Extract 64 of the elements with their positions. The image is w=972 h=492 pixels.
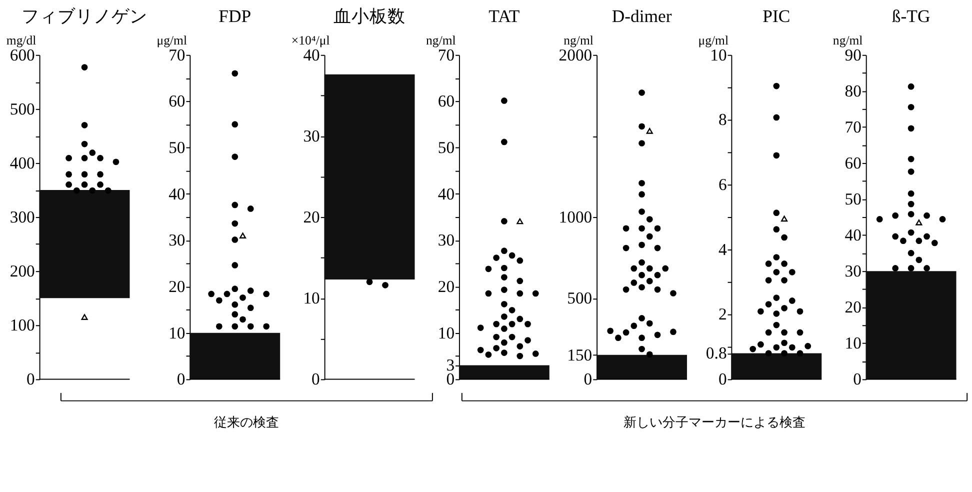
y-tick-label: 70 (844, 117, 862, 136)
y-tick-label: 10 (844, 334, 862, 353)
y-tick-label: 60 (438, 92, 455, 111)
y-tick-label: 30 (844, 261, 862, 280)
x-tick-label: ß-TG (892, 6, 930, 26)
y-tick-label: 10 (168, 323, 186, 342)
y-tick-label: 40 (168, 184, 186, 204)
y-tick-label: 20 (303, 207, 320, 226)
y-tick-label: 0.8 (706, 344, 727, 363)
y-tick-label: 20 (168, 276, 186, 296)
y-tick-label: 6 (718, 175, 727, 194)
y-axis-title: ×10⁴/μl (291, 34, 330, 48)
x-tick-label: TAT (488, 6, 520, 26)
y-tick-label: 0 (176, 370, 186, 389)
y-tick-label: 40 (303, 45, 320, 64)
y-tick-label: 30 (303, 126, 320, 146)
y-tick-label: 0 (584, 370, 592, 389)
y-tick-label: 150 (567, 345, 592, 364)
y-axis-title: ng/ml (564, 34, 594, 48)
y-tick-label: 1000 (558, 207, 592, 226)
y-tick-label: 60 (168, 92, 186, 111)
y-tick-label: 50 (168, 138, 186, 157)
y-tick-label: 8 (718, 110, 727, 130)
y-tick-label: 4 (718, 240, 728, 259)
y-tick-label: 30 (438, 230, 455, 250)
y-tick-label: 100 (10, 316, 35, 335)
y-tick-label: 200 (10, 261, 35, 280)
y-tick-label: 300 (10, 207, 35, 226)
text: 従来の検査 (214, 415, 280, 430)
y-tick-label: 0 (853, 370, 862, 389)
x-tick-label: D-dimer (612, 6, 672, 26)
y-tick-label: 0 (446, 370, 455, 389)
y-tick-label: 90 (844, 45, 862, 64)
y-tick-label: 80 (844, 81, 862, 100)
y-tick-label: 60 (844, 153, 862, 172)
y-tick-label: 50 (438, 138, 455, 157)
x-tick-label: 血小板数 (334, 6, 406, 26)
y-tick-label: 0 (312, 370, 320, 389)
x-tick-label: PIC (762, 6, 790, 26)
y-tick-label: 40 (438, 184, 455, 204)
y-axis-title: ng/ml (426, 34, 456, 48)
y-tick-label: 500 (567, 288, 592, 308)
y-tick-label: 70 (438, 45, 455, 64)
y-tick-label: 50 (844, 189, 862, 208)
y-tick-label: 2 (718, 304, 727, 324)
y-axis-title: mg/dl (6, 34, 37, 48)
text: 新しい分子マーカーによる検査 (624, 415, 806, 430)
y-axis-title: ng/ml (832, 34, 864, 48)
y-tick-label: 70 (168, 45, 186, 64)
y-tick-label: 10 (438, 323, 455, 342)
y-tick-label: 30 (168, 230, 186, 250)
y-axis-title: μg/ml (156, 34, 188, 48)
x-tick-label: FDP (218, 6, 252, 26)
y-tick-label: 500 (10, 99, 35, 118)
y-tick-label: 400 (10, 153, 35, 172)
y-tick-label: 10 (710, 45, 727, 64)
y-tick-label: 20 (438, 276, 455, 296)
y-tick-label: 20 (844, 298, 862, 317)
y-axis-title: μg/ml (698, 34, 729, 48)
y-tick-label: 0 (26, 370, 35, 389)
y-tick-label: 40 (844, 225, 862, 244)
x-tick-label: フィブリノゲン (22, 6, 148, 26)
y-tick-label: 0 (718, 370, 727, 389)
y-tick-label: 10 (303, 288, 320, 308)
